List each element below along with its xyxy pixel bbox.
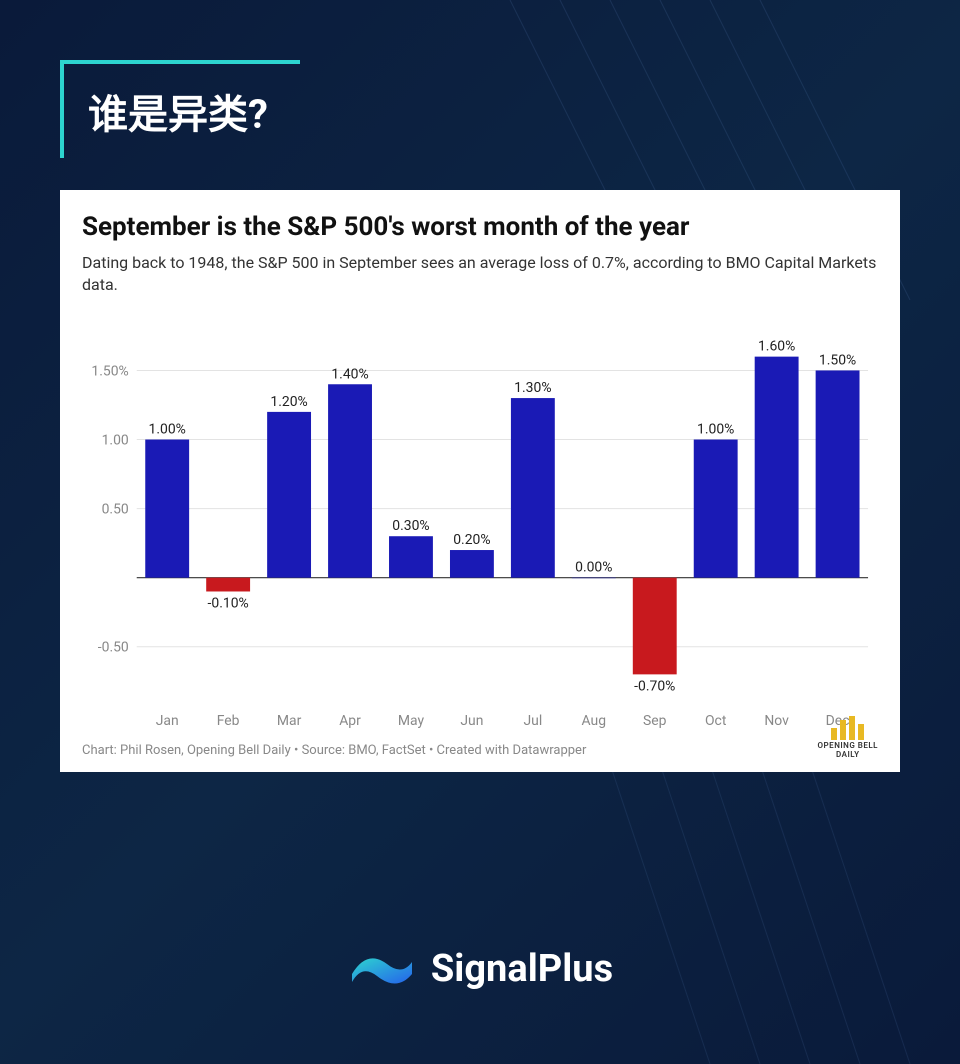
bar (816, 370, 860, 577)
bar (633, 577, 677, 674)
x-tick-label: Sep (643, 713, 667, 729)
x-tick-label: Oct (705, 713, 727, 729)
bar-value-label: 1.00% (149, 421, 186, 437)
bar-value-label: 0.30% (392, 518, 429, 534)
bar (511, 398, 555, 578)
bar-value-label: 1.60% (758, 338, 795, 354)
bar (145, 439, 189, 577)
bar-value-label: 1.30% (514, 380, 551, 396)
bar-value-label: 1.00% (697, 421, 734, 437)
bg-decor-lines-bottom (560, 764, 960, 1064)
bar (267, 412, 311, 578)
bar (206, 577, 250, 591)
bar-value-label: 1.40% (331, 366, 368, 382)
brand-name: SignalPlus (431, 947, 613, 991)
attribution-logo-icon (818, 716, 878, 740)
x-tick-label: Aug (582, 713, 607, 729)
bar (389, 536, 433, 577)
chart-title: September is the S&P 500's worst month o… (82, 212, 878, 242)
brand-logo-icon (347, 944, 417, 994)
y-tick-label: -0.50 (98, 639, 129, 655)
bar (328, 384, 372, 577)
bar-chart: -0.50 0.50 1.00 1.50% 1.00% Jan -0.10% Feb 1.20%… (82, 307, 878, 737)
x-tick-label: Apr (339, 713, 361, 729)
x-tick-label: Jul (523, 713, 542, 729)
x-tick-label: Jan (156, 713, 179, 729)
y-tick-label: 0.50 (102, 501, 129, 517)
bar-value-label: -0.10% (208, 595, 249, 611)
bar-value-label: 0.20% (453, 532, 490, 548)
chart-card: September is the S&P 500's worst month o… (60, 190, 900, 772)
y-tick-label: 1.00 (102, 432, 129, 448)
x-tick-label: Mar (277, 713, 302, 729)
attribution-logo-text-2: DAILY (818, 751, 878, 760)
attribution-logo: OPENING BELL DAILY (818, 716, 878, 760)
x-tick-label: Nov (764, 713, 789, 729)
x-tick-label: May (398, 713, 425, 729)
bar-value-label: 0.00% (575, 559, 612, 575)
x-tick-label: Jun (460, 713, 483, 729)
bar-value-label: 1.50% (819, 352, 856, 368)
page-header: 谁是异类? (60, 60, 900, 158)
chart-subtitle: Dating back to 1948, the S&P 500 in Sept… (82, 252, 878, 297)
bar (694, 439, 738, 577)
chart-credit: Chart: Phil Rosen, Opening Bell Daily • … (82, 743, 878, 758)
bar-value-label: -0.70% (634, 678, 675, 694)
bar (755, 356, 799, 577)
x-tick-label: Feb (217, 713, 240, 729)
footer-brand: SignalPlus (0, 944, 960, 994)
bar-value-label: 1.20% (270, 394, 307, 410)
bar (572, 577, 616, 578)
bar (450, 550, 494, 578)
page-title: 谁是异类? (60, 64, 900, 158)
y-tick-label: 1.50% (91, 363, 128, 379)
